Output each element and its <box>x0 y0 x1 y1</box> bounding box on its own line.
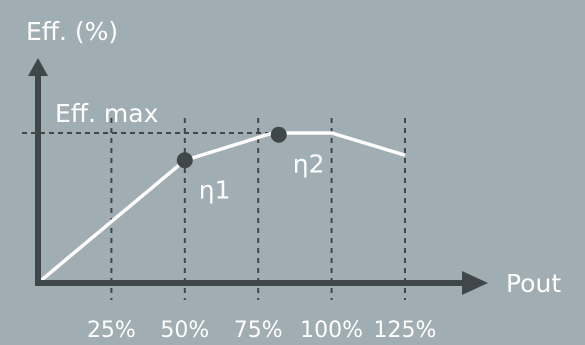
axes <box>28 58 488 295</box>
x-axis-label: Pout <box>506 269 561 298</box>
x-tick-label-3: 75% <box>234 318 283 343</box>
efficiency-curve <box>36 131 406 285</box>
y-axis-arrow <box>28 58 48 76</box>
x-tick-label-5: 125% <box>374 318 437 343</box>
x-tick-label-2: 50% <box>160 318 209 343</box>
max-efficiency-label: Eff. max <box>55 99 158 128</box>
eta2-marker <box>270 126 287 143</box>
grid-lines <box>110 118 406 300</box>
x-tick-labels: 25% 50% 75% 100% 125% <box>87 318 437 343</box>
eta1-label: η1 <box>199 175 231 204</box>
eta1-marker <box>176 152 193 169</box>
y-axis-label: Eff. (%) <box>26 17 118 46</box>
x-tick-label-4: 100% <box>300 318 363 343</box>
x-tick-label-1: 25% <box>87 318 136 343</box>
x-axis-arrow <box>462 271 488 295</box>
markers: η1 η2 <box>176 126 325 204</box>
eta2-label: η2 <box>293 150 325 179</box>
